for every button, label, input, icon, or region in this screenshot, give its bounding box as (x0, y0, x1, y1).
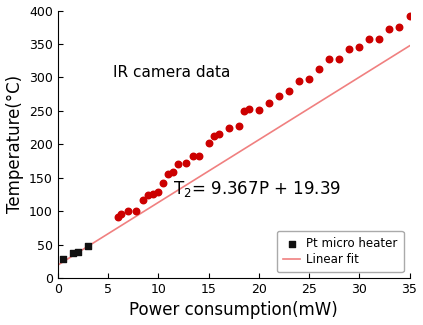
Point (245, 106, 252, 111)
Linear fit (264, 133, 269, 137)
Point (140, 198, 147, 203)
Point (190, 154, 197, 159)
Point (336, 56, 343, 61)
Text: T$_2$= 9.367P + 19.39: T$_2$= 9.367P + 19.39 (173, 179, 341, 200)
Point (376, 36, 383, 41)
Y-axis label: Temperature(°C): Temperature(°C) (5, 75, 24, 213)
Point (286, 88, 292, 93)
Point (210, 134, 217, 139)
Point (366, 37, 373, 42)
Pt micro heater (60, 257, 66, 262)
Point (165, 171, 172, 176)
Line: Linear fit: Linear fit (58, 46, 409, 265)
Point (175, 162, 182, 167)
Pt micro heater (85, 243, 91, 249)
Point (316, 67, 322, 72)
Text: IR camera data: IR camera data (113, 65, 231, 80)
Point (255, 107, 262, 112)
Pt micro heater (69, 250, 76, 255)
Linear fit (352, 78, 357, 82)
Linear fit (271, 129, 276, 133)
Point (170, 170, 177, 175)
Point (150, 191, 157, 196)
Linear fit (407, 44, 412, 48)
Legend: Pt micro heater, Linear fit: Pt micro heater, Linear fit (277, 231, 404, 272)
Point (155, 190, 162, 195)
Point (266, 100, 272, 105)
Point (386, 27, 393, 32)
Point (306, 76, 313, 81)
Point (115, 214, 121, 219)
Point (356, 45, 363, 50)
Linear fit (55, 263, 60, 267)
Linear fit (374, 64, 379, 68)
Point (205, 140, 212, 146)
Point (118, 211, 124, 216)
Point (195, 153, 202, 158)
Point (215, 132, 222, 137)
Point (275, 94, 282, 99)
Point (240, 108, 247, 113)
Point (296, 79, 302, 84)
X-axis label: Power consumption(mW): Power consumption(mW) (129, 302, 338, 319)
Point (160, 180, 167, 186)
Point (406, 13, 413, 19)
Point (396, 24, 403, 29)
Point (183, 161, 190, 166)
Point (326, 57, 332, 62)
Linear fit (57, 262, 62, 266)
Point (346, 47, 353, 52)
Linear fit (265, 133, 270, 136)
Point (133, 209, 140, 214)
Pt micro heater (74, 249, 81, 254)
Point (235, 123, 242, 128)
Point (145, 192, 152, 198)
Point (125, 209, 132, 214)
Point (225, 126, 232, 131)
